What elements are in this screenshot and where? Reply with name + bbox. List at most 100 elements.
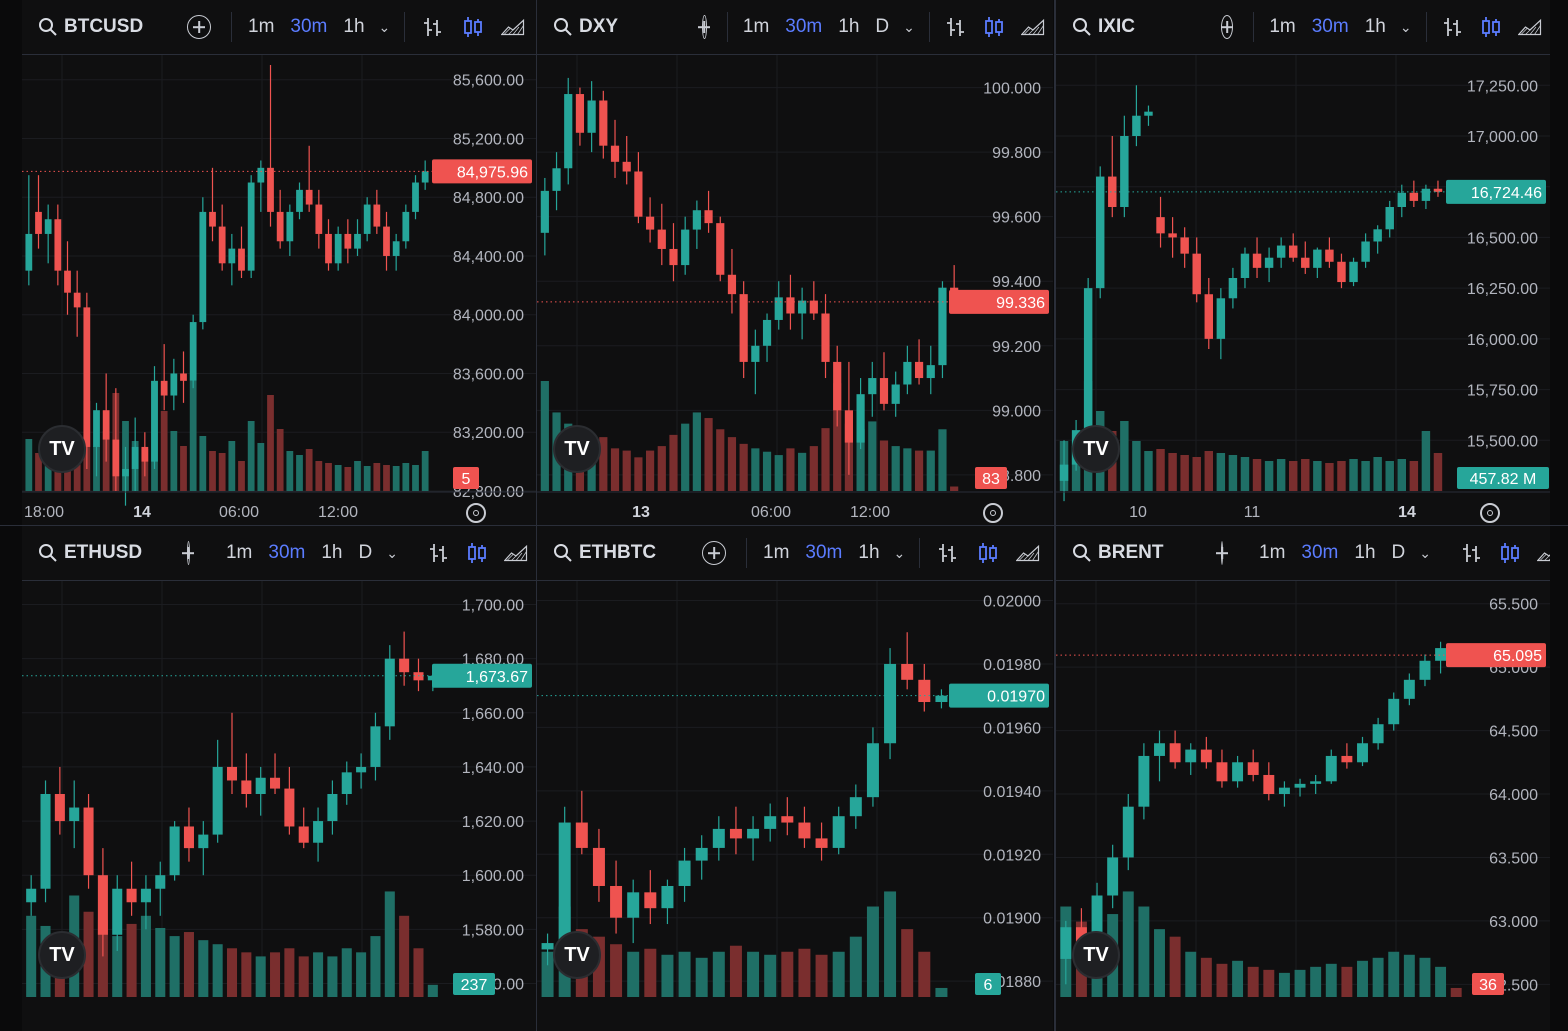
- candle: [712, 816, 725, 861]
- add-symbol-icon[interactable]: [1221, 15, 1233, 39]
- volume-bar: [155, 927, 166, 997]
- candle: [1138, 743, 1150, 820]
- area-style-icon[interactable]: [1536, 541, 1550, 565]
- volume-bar: [209, 451, 216, 491]
- candle: [762, 313, 772, 362]
- tradingview-logo[interactable]: TV: [38, 931, 86, 979]
- add-symbol-icon[interactable]: [702, 15, 707, 39]
- interval-1m[interactable]: 1m: [1259, 542, 1286, 563]
- candle-style-icon[interactable]: [1499, 541, 1521, 565]
- volume-bar: [1154, 929, 1165, 997]
- candle: [832, 806, 845, 855]
- candle-style-icon[interactable]: [466, 541, 488, 565]
- interval-30m[interactable]: 30m: [785, 16, 823, 37]
- symbol-search[interactable]: IXIC: [1056, 16, 1207, 38]
- add-symbol-icon[interactable]: [1221, 541, 1223, 565]
- interval-1m[interactable]: 1m: [225, 542, 253, 563]
- candlestick-chart[interactable]: 1,700.001,680.001,660.001,640.001,620.00…: [22, 581, 536, 1031]
- bar-style-icon[interactable]: [1461, 541, 1483, 565]
- tradingview-logo[interactable]: TV: [1072, 931, 1120, 979]
- volume-bar: [681, 423, 690, 491]
- symbol-search[interactable]: ETHUSD: [22, 542, 173, 564]
- symbol-search[interactable]: BTCUSD: [22, 16, 173, 38]
- tradingview-logo[interactable]: TV: [553, 425, 601, 473]
- tradingview-logo[interactable]: TV: [1072, 425, 1120, 473]
- interval-30m[interactable]: 30m: [1311, 16, 1349, 37]
- add-symbol-icon[interactable]: [187, 541, 190, 565]
- volume-bar: [1216, 453, 1226, 491]
- volume-tag: [453, 467, 479, 489]
- chevron-down-icon[interactable]: ⌄: [903, 18, 915, 35]
- candle-style-icon[interactable]: [983, 15, 1005, 39]
- interval-1h[interactable]: 1h: [1354, 542, 1376, 563]
- bar-style-icon[interactable]: [428, 541, 450, 565]
- candlestick-chart[interactable]: 17,250.0017,000.0016,750.0016,500.0016,2…: [1056, 55, 1550, 525]
- candle: [93, 402, 100, 477]
- interval-30m[interactable]: 30m: [268, 542, 306, 563]
- symbol-search[interactable]: BRENT: [1056, 542, 1207, 564]
- add-symbol-icon[interactable]: [702, 541, 726, 565]
- candle: [575, 87, 585, 146]
- candle: [209, 167, 216, 242]
- volume-label: 237: [461, 977, 488, 994]
- candle: [126, 861, 137, 916]
- symbol-search[interactable]: DXY: [537, 16, 688, 38]
- candle-style-icon[interactable]: [461, 15, 485, 39]
- candle: [1247, 749, 1259, 782]
- interval-1h[interactable]: 1h: [838, 16, 860, 37]
- interval-1h[interactable]: 1h: [321, 542, 343, 563]
- candlestick-chart[interactable]: 65.50065.00064.50064.00063.50063.00062.5…: [1056, 581, 1550, 1031]
- volume-bar: [747, 951, 760, 997]
- area-style-icon[interactable]: [501, 15, 525, 39]
- chevron-down-icon[interactable]: ⌄: [386, 544, 398, 561]
- volume-bar: [646, 450, 655, 491]
- interval-1m[interactable]: 1m: [248, 16, 275, 37]
- interval-30m[interactable]: 30m: [1301, 542, 1339, 563]
- settings-gear-icon[interactable]: [466, 503, 486, 523]
- candle: [363, 197, 371, 242]
- interval-d[interactable]: D: [1391, 542, 1406, 563]
- symbol-name: BTCUSD: [64, 16, 144, 37]
- interval-d[interactable]: D: [875, 16, 890, 37]
- tradingview-logo[interactable]: TV: [38, 425, 86, 473]
- interval-1m[interactable]: 1m: [1269, 16, 1296, 37]
- candlestick-chart[interactable]: 100.00099.80099.60099.40099.20099.00098.…: [537, 55, 1053, 525]
- interval-1m[interactable]: 1m: [742, 16, 770, 37]
- interval-1h[interactable]: 1h: [858, 542, 880, 563]
- chevron-down-icon[interactable]: ⌄: [893, 544, 906, 561]
- area-style-icon[interactable]: [1021, 15, 1045, 39]
- y-tick-label: 0.01900: [983, 911, 1041, 928]
- interval-30m[interactable]: 30m: [805, 542, 843, 563]
- candle: [69, 780, 80, 849]
- chevron-down-icon[interactable]: ⌄: [1399, 18, 1412, 35]
- y-tick-label: 1,700.00: [462, 598, 524, 615]
- interval-30m[interactable]: 30m: [290, 16, 328, 37]
- settings-gear-icon[interactable]: [1480, 503, 1500, 523]
- chevron-down-icon[interactable]: ⌄: [378, 18, 391, 35]
- bar-style-icon[interactable]: [421, 15, 445, 39]
- add-symbol-icon[interactable]: [187, 15, 211, 39]
- area-style-icon[interactable]: [1016, 541, 1040, 565]
- candlestick-chart[interactable]: 0.02000 0.01980 0.01960 0.01940 0.01920 0.019…: [537, 581, 1053, 1031]
- interval-1h[interactable]: 1h: [343, 16, 365, 37]
- bar-style-icon[interactable]: [1442, 15, 1464, 39]
- chevron-down-icon[interactable]: ⌄: [1419, 544, 1431, 561]
- tradingview-logo[interactable]: TV: [553, 931, 601, 979]
- candle-style-icon[interactable]: [976, 541, 1000, 565]
- interval-1m[interactable]: 1m: [763, 542, 790, 563]
- candle: [140, 875, 151, 930]
- symbol-search[interactable]: ETHBTC: [537, 542, 688, 564]
- interval-d[interactable]: D: [358, 542, 373, 563]
- bar-style-icon[interactable]: [936, 541, 960, 565]
- y-tick-label: 1,640.00: [462, 760, 524, 777]
- area-style-icon[interactable]: [1518, 15, 1542, 39]
- volume-label: 5: [462, 471, 471, 488]
- candle: [1252, 237, 1262, 278]
- candlestick-chart[interactable]: 85,600.00 85,200.00 84,800.00 84,400.00 84,0…: [22, 55, 536, 525]
- candle-style-icon[interactable]: [1480, 15, 1502, 39]
- area-style-icon[interactable]: [504, 541, 528, 565]
- settings-gear-icon[interactable]: [983, 503, 1003, 523]
- last-price-tag: [1446, 643, 1546, 668]
- bar-style-icon[interactable]: [945, 15, 967, 39]
- interval-1h[interactable]: 1h: [1364, 16, 1386, 37]
